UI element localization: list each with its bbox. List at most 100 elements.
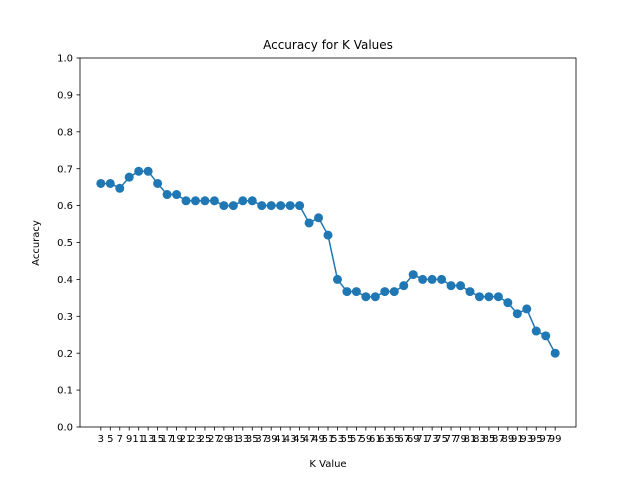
data-point [418,274,428,284]
x-tick-label: 91 [511,434,524,445]
x-axis-title: K Value [309,459,346,470]
data-point [115,183,125,193]
x-tick-label: 95 [530,434,543,445]
plot-frame [79,57,577,428]
data-point [105,178,115,188]
x-tick-label: 85 [483,434,496,445]
x-tick-label: 87 [492,434,505,445]
y-tick-label: 0.6 [57,201,73,212]
x-tick-label: 43 [284,434,297,445]
x-tick-label: 99 [549,434,562,445]
data-point [209,196,219,206]
y-tick-label: 0.7 [57,164,73,175]
x-tick-label: 35 [246,434,259,445]
data-point [172,190,182,200]
data-point [332,274,342,284]
x-tick-label: 75 [435,434,448,445]
data-point [153,178,163,188]
data-point [257,201,267,211]
data-point [143,166,153,176]
x-tick-label: 97 [539,434,552,445]
x-tick-label: 81 [464,434,477,445]
x-tick-label: 55 [341,434,354,445]
x-tick-label: 27 [208,434,221,445]
data-point [550,348,560,358]
x-tick-label: 3 [98,434,104,445]
x-tick-label: 39 [265,434,278,445]
y-tick-label: 0.5 [57,238,73,249]
y-axis-title: Accuracy [31,220,42,266]
x-tick-label: 51 [322,434,335,445]
x-tick-label: 83 [473,434,486,445]
data-point [96,178,106,188]
data-point [295,201,305,211]
x-tick-label: 21 [180,434,193,445]
data-point [276,201,286,211]
y-tick-label: 0.4 [57,275,73,286]
data-point [541,331,551,341]
data-point [181,196,191,206]
x-tick-label: 13 [142,434,155,445]
y-tick-label: 0.2 [57,349,73,360]
x-tick-label: 47 [303,434,316,445]
data-point [342,287,352,297]
data-point [285,201,295,211]
data-point [247,196,257,206]
data-point [190,196,200,206]
x-tick-label: 77 [445,434,458,445]
data-point [238,196,248,206]
data-point [124,172,134,182]
chart-title: Accuracy for K Values [263,38,393,52]
data-point [399,281,409,291]
data-point [162,190,172,200]
data-point [389,287,399,297]
data-point [465,287,475,297]
data-point [228,201,238,211]
x-tick-label: 17 [161,434,174,445]
x-tick-label: 71 [416,434,429,445]
x-tick-label: 37 [255,434,268,445]
x-tick-label: 29 [218,434,231,445]
data-point [134,166,144,176]
x-tick-label: 89 [501,434,514,445]
data-point [493,292,503,302]
x-tick-label: 31 [227,434,240,445]
x-tick-label: 63 [378,434,391,445]
x-tick-label: 53 [331,434,344,445]
data-point [503,298,513,308]
data-point [370,292,380,302]
data-point [351,287,361,297]
x-tick-label: 25 [199,434,212,445]
data-point [474,292,484,302]
x-tick-label: 69 [407,434,420,445]
x-tick-label: 93 [520,434,533,445]
x-tick-label: 23 [189,434,202,445]
x-tick-label: 61 [369,434,382,445]
data-point [522,304,532,314]
y-tick-label: 0.1 [57,386,73,397]
y-tick-label: 0.0 [57,423,73,434]
x-tick-label: 65 [388,434,401,445]
data-point [219,201,229,211]
y-tick-label: 0.8 [57,127,73,138]
data-point [314,213,324,223]
data-point [380,287,390,297]
x-tick-label: 9 [126,434,132,445]
x-tick-label: 73 [426,434,439,445]
data-point [200,196,210,206]
x-tick-label: 49 [312,434,325,445]
data-point [437,274,447,284]
data-point [427,274,437,284]
plot-area: 0.00.10.20.30.40.50.60.70.80.91.03 5 7 9 111… [57,54,577,445]
x-tick-label: 79 [454,434,467,445]
y-tick-label: 0.9 [57,91,73,102]
data-point [408,270,418,280]
y-tick-label: 1.0 [57,54,73,65]
x-tick-label: 7 [117,434,123,445]
x-tick-label: 33 [236,434,249,445]
data-point [484,292,494,302]
data-point [323,230,333,240]
x-tick-label: 5 [107,434,113,445]
data-point [446,281,456,291]
